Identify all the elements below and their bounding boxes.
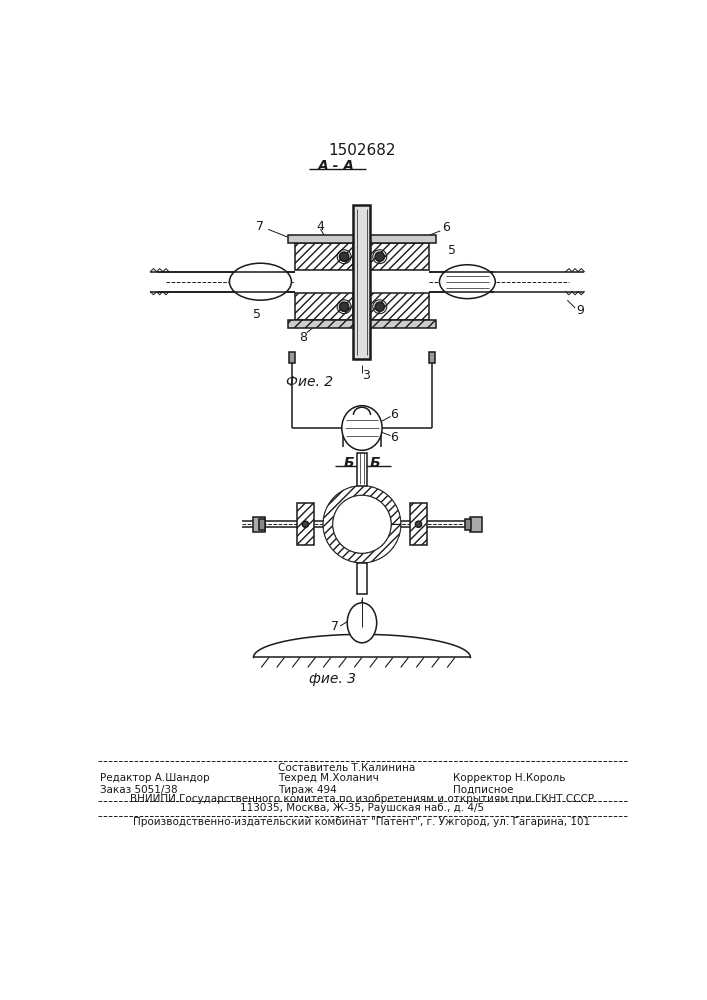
Bar bbox=[354, 205, 370, 359]
Bar bbox=[297, 503, 314, 545]
Ellipse shape bbox=[440, 265, 495, 299]
Ellipse shape bbox=[341, 406, 382, 450]
Bar bbox=[370, 293, 428, 320]
Polygon shape bbox=[323, 486, 401, 563]
Bar bbox=[357, 563, 367, 594]
Bar bbox=[288, 320, 362, 328]
Circle shape bbox=[303, 521, 308, 527]
Text: фие. 3: фие. 3 bbox=[309, 672, 356, 686]
Text: Составитель Т.Калинина: Составитель Т.Калинина bbox=[279, 763, 416, 773]
Bar bbox=[428, 352, 435, 363]
Text: Редактор А.Шандор: Редактор А.Шандор bbox=[100, 773, 209, 783]
Text: Фие. 2: Фие. 2 bbox=[286, 375, 333, 389]
Bar bbox=[253, 517, 265, 532]
Circle shape bbox=[339, 252, 349, 261]
Text: 6: 6 bbox=[390, 408, 399, 421]
Text: 6: 6 bbox=[390, 431, 399, 444]
Text: 7: 7 bbox=[331, 620, 339, 633]
Text: 1502682: 1502682 bbox=[328, 143, 396, 158]
Bar bbox=[370, 320, 436, 328]
Text: 4: 4 bbox=[317, 220, 325, 233]
Text: Б - Б: Б - Б bbox=[344, 456, 380, 470]
Text: Подписное: Подписное bbox=[452, 785, 513, 795]
Bar bbox=[410, 503, 427, 545]
Bar bbox=[465, 519, 472, 530]
Bar bbox=[296, 243, 354, 270]
Bar bbox=[259, 519, 265, 530]
Text: Корректор Н.Король: Корректор Н.Король bbox=[452, 773, 565, 783]
Text: А - А: А - А bbox=[318, 159, 355, 173]
Text: 9: 9 bbox=[577, 304, 585, 317]
Circle shape bbox=[375, 252, 385, 261]
Circle shape bbox=[339, 302, 349, 311]
Text: 3: 3 bbox=[362, 369, 370, 382]
Circle shape bbox=[375, 302, 385, 311]
Bar bbox=[370, 235, 436, 243]
Bar bbox=[470, 517, 482, 532]
Text: 8: 8 bbox=[299, 331, 307, 344]
Text: 6: 6 bbox=[442, 221, 450, 234]
Text: 113035, Москва, Ж-35, Раушская наб., д. 4/5: 113035, Москва, Ж-35, Раушская наб., д. … bbox=[240, 803, 484, 813]
Text: ВНИИПИ Государственного комитета по изобретениям и открытиям при ГКНТ СССР: ВНИИПИ Государственного комитета по изоб… bbox=[130, 794, 594, 804]
Bar bbox=[289, 352, 296, 363]
Circle shape bbox=[323, 486, 401, 563]
Bar bbox=[296, 293, 354, 320]
Text: Техред М.Холанич: Техред М.Холанич bbox=[279, 773, 379, 783]
Bar bbox=[370, 243, 428, 270]
Text: Производственно-издательский комбинат "Патент", г. Ужгород, ул. Гагарина, 101: Производственно-издательский комбинат "П… bbox=[134, 817, 590, 827]
Text: Заказ 5051/38: Заказ 5051/38 bbox=[100, 785, 177, 795]
Text: Тираж 494: Тираж 494 bbox=[279, 785, 337, 795]
Circle shape bbox=[332, 495, 392, 554]
Text: 5: 5 bbox=[252, 308, 261, 321]
Bar bbox=[288, 235, 362, 243]
Ellipse shape bbox=[230, 263, 291, 300]
Ellipse shape bbox=[347, 603, 377, 643]
Bar bbox=[356, 453, 368, 486]
Text: 5: 5 bbox=[448, 244, 456, 257]
Text: 7: 7 bbox=[257, 220, 264, 233]
Circle shape bbox=[416, 521, 421, 527]
